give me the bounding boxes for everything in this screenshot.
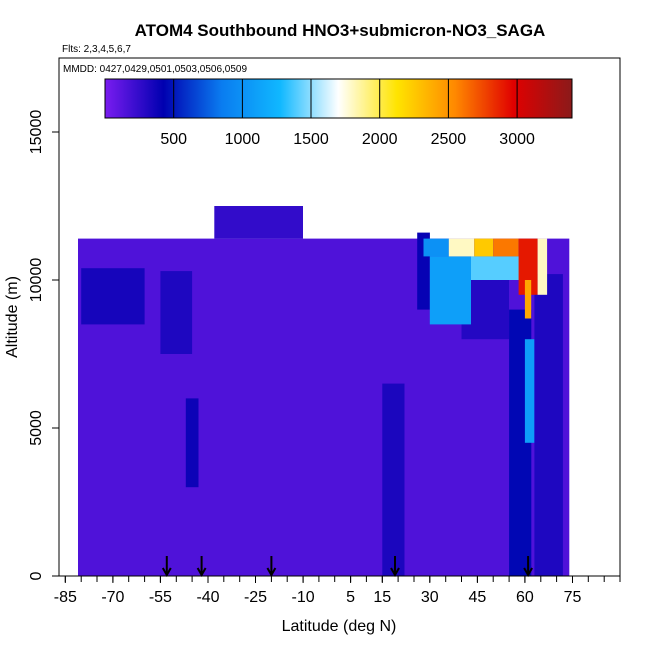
y-tick-label-15000: 15000: [28, 110, 45, 155]
chart-title: ATOM4 Southbound HNO3+submicron-NO3_SAGA: [135, 21, 546, 40]
curtain-region-13: [423, 238, 449, 257]
flight-arrow-head-61: [523, 567, 533, 578]
curtain-region-14: [448, 238, 475, 257]
x-tick-label--55: -55: [149, 589, 172, 606]
y-tick-label-10000: 10000: [28, 258, 45, 303]
curtain-region-10: [534, 274, 563, 576]
flight-arrow-head--42: [196, 567, 207, 578]
curtain-region-4: [185, 398, 199, 488]
colorbar-tick-label-2000: 2000: [362, 131, 398, 148]
plot-area: [78, 206, 570, 576]
x-tick-label--70: -70: [101, 589, 124, 606]
dates-label: MMDD: 0427,0429,0501,0503,0506,0509: [63, 64, 247, 75]
colorbar-tick-label-3000: 3000: [499, 131, 535, 148]
curtain-region-15: [474, 238, 494, 257]
curtain-region-12: [471, 256, 522, 280]
curtain-region-17: [518, 238, 538, 295]
curtain-region-11: [429, 256, 471, 325]
x-tick-label-60: 60: [516, 589, 534, 606]
x-tick-label-15: 15: [373, 589, 391, 606]
colorbar-tick-label-1500: 1500: [293, 131, 329, 148]
x-tick-label-45: 45: [469, 589, 487, 606]
flight-arrow-head--53: [161, 567, 172, 578]
curtain-region-19: [537, 238, 548, 295]
colorbar-tick-label-2500: 2500: [431, 131, 467, 148]
x-tick-label-75: 75: [564, 589, 582, 606]
y-axis-label: Altitude (m): [4, 276, 21, 358]
x-axis-label: Latitude (deg N): [282, 618, 397, 635]
x-tick-label--25: -25: [244, 589, 267, 606]
y-tick-label-5000: 5000: [28, 410, 45, 446]
x-tick-label--40: -40: [196, 589, 219, 606]
x-tick-label--85: -85: [54, 589, 77, 606]
flights-label: Flts: 2,3,4,5,6,7: [62, 44, 131, 55]
flight-arrows: [161, 556, 533, 578]
x-axis: -85 -70 -55 -40 -25 -10 5 15 30 45 60 75: [54, 576, 621, 606]
colorbar-tick-label-1000: 1000: [225, 131, 261, 148]
curtain-region-3: [160, 271, 193, 354]
y-axis: 0 5000 10000 15000: [28, 110, 59, 580]
x-tick-label--10: -10: [292, 589, 315, 606]
x-tick-label-5: 5: [346, 589, 355, 606]
curtain-region-1: [214, 206, 303, 239]
flight-arrow-head--20: [266, 567, 277, 578]
colorbar-tick-label-500: 500: [160, 131, 187, 148]
flight-arrow-head-19: [390, 567, 400, 578]
curtain-region-16: [493, 238, 519, 257]
y-tick-label-0: 0: [28, 571, 45, 580]
x-tick-label-30: 30: [421, 589, 439, 606]
plot-frame: [58, 57, 621, 577]
curtain-region-9: [524, 339, 535, 443]
curtain-region-18: [524, 280, 532, 319]
curtain-region-2: [81, 268, 145, 325]
colorbar: 500 1000 1500 2000 2500 3000: [104, 78, 573, 148]
curtain-region-5: [382, 383, 405, 576]
colorbar-bar: [104, 78, 573, 119]
